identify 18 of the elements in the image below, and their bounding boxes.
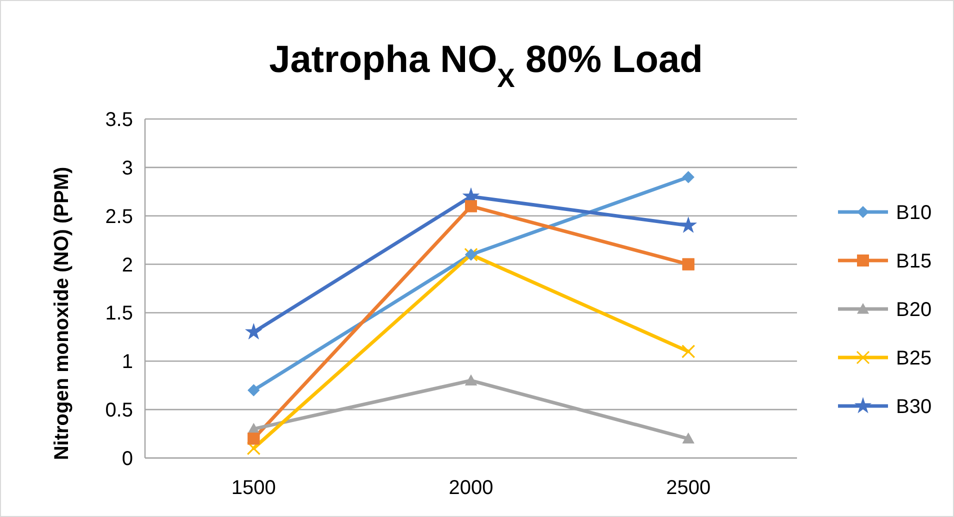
y-tick-label: 0 — [122, 448, 133, 470]
legend-label: B15 — [896, 250, 932, 272]
legend-label: B10 — [896, 202, 932, 224]
legend-label: B30 — [896, 396, 932, 418]
y-tick-label: 1.5 — [105, 302, 133, 325]
chart-title: Jatropha NO$_{X}$ 80% Load — [269, 39, 703, 93]
legend-label: B20 — [896, 299, 932, 321]
y-tick-label: 2 — [122, 254, 133, 276]
y-tick-label: 2.5 — [105, 206, 133, 228]
y-axis-title: Nitrogen monoxide (NO) (PPM) — [51, 166, 73, 460]
y-tick-label: 1 — [122, 351, 133, 374]
x-tick-label: 1500 — [231, 477, 276, 499]
x-tick-label: 2500 — [666, 477, 711, 499]
y-tick-label: 0.5 — [105, 400, 133, 422]
y-tick-label: 3.5 — [105, 109, 133, 131]
legend-label: B25 — [896, 348, 932, 370]
y-tick-label: 3 — [122, 157, 133, 180]
x-tick-label: 2000 — [448, 477, 494, 499]
